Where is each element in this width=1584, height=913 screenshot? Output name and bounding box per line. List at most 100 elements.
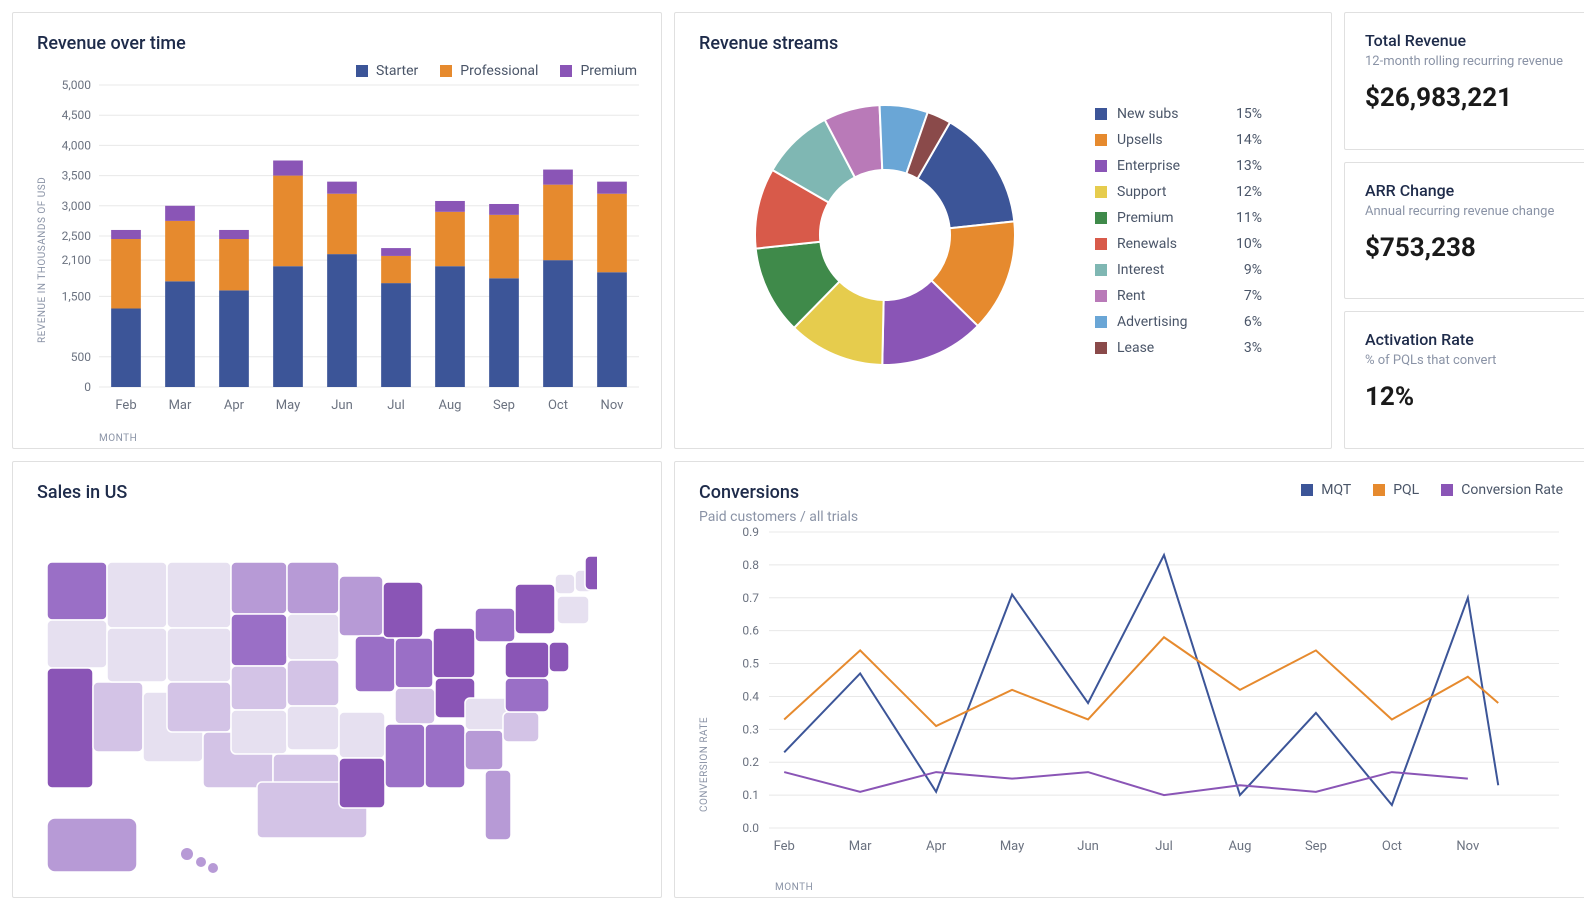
kpi-value: $26,983,221: [1365, 83, 1567, 113]
card-revenue-over-time: Revenue over time StarterProfessionalPre…: [12, 12, 662, 449]
svg-text:Nov: Nov: [601, 398, 625, 413]
legend-item: PQL: [1373, 482, 1419, 498]
svg-text:4,500: 4,500: [62, 108, 92, 122]
legend-row: Enterprise 13%: [1095, 153, 1262, 179]
legend-item: Conversion Rate: [1441, 482, 1563, 498]
svg-text:0.7: 0.7: [742, 591, 759, 605]
svg-text:Mar: Mar: [169, 398, 192, 413]
swatch-icon: [1301, 484, 1313, 496]
svg-text:Apr: Apr: [224, 398, 245, 413]
legend-row: Upsells14%: [1095, 127, 1262, 153]
svg-text:Jun: Jun: [331, 398, 353, 413]
legend-row: New subs 15%: [1095, 101, 1262, 127]
legend-label: Support: [1117, 184, 1212, 200]
svg-text:Jul: Jul: [1155, 839, 1173, 854]
swatch-icon: [1095, 212, 1107, 224]
legend: MQT PQL Conversion Rate: [1301, 482, 1563, 498]
line-chart: 0.00.10.20.30.40.50.60.70.80.9FebMarAprM…: [709, 526, 1569, 876]
svg-text:Oct: Oct: [1382, 839, 1402, 854]
legend-pct: 7%: [1222, 288, 1262, 304]
svg-text:Nov: Nov: [1456, 839, 1480, 854]
card-subtitle: Paid customers / all trials: [699, 509, 1563, 525]
bar-chart: 05001,5002,1002,5003,0003,5004,0004,5005…: [47, 75, 649, 435]
x-axis-label: MONTH: [775, 882, 813, 893]
kpi-column: Total Revenue 12-month rolling recurring…: [1344, 12, 1584, 449]
svg-text:0.3: 0.3: [742, 722, 759, 736]
svg-text:Feb: Feb: [774, 839, 795, 854]
svg-text:Feb: Feb: [115, 398, 136, 413]
svg-text:2,500: 2,500: [62, 229, 92, 243]
swatch-icon: [1095, 342, 1107, 354]
svg-text:Mar: Mar: [849, 839, 872, 854]
swatch-icon: [1095, 186, 1107, 198]
swatch-icon: [1095, 238, 1107, 250]
legend-row: Renewals 10%: [1095, 231, 1262, 257]
svg-text:3,000: 3,000: [62, 199, 92, 213]
svg-text:0.6: 0.6: [742, 624, 759, 638]
swatch-icon: [1095, 316, 1107, 328]
card-revenue-streams: Revenue streams New subs15%Upsells14%Ent…: [674, 12, 1332, 449]
svg-text:Sep: Sep: [493, 398, 515, 413]
svg-text:4,000: 4,000: [62, 138, 92, 152]
swatch-icon: [1441, 484, 1453, 496]
svg-text:0.0: 0.0: [742, 821, 759, 835]
svg-text:Jul: Jul: [387, 398, 405, 413]
legend-row: Premium 11%: [1095, 205, 1262, 231]
kpi-sub: Annual recurring revenue change: [1365, 204, 1567, 219]
svg-text:5,000: 5,000: [62, 78, 92, 92]
card-title: Sales in US: [37, 482, 637, 503]
legend-label: MQT: [1321, 482, 1351, 498]
svg-text:Jun: Jun: [1077, 839, 1099, 854]
svg-text:0.9: 0.9: [742, 526, 759, 539]
swatch-icon: [1095, 290, 1107, 302]
legend-label: PQL: [1393, 482, 1419, 498]
kpi-sub: % of PQLs that convert: [1365, 353, 1567, 368]
legend-label: Conversion Rate: [1461, 482, 1563, 498]
svg-text:Aug: Aug: [1229, 839, 1252, 854]
kpi-title: Activation Rate: [1365, 330, 1567, 349]
legend-label: Enterprise: [1117, 158, 1212, 174]
svg-text:0.4: 0.4: [742, 689, 759, 703]
legend-pct: 6%: [1222, 314, 1262, 330]
card-title: Revenue streams: [699, 33, 1307, 54]
card-title: Revenue over time: [37, 33, 637, 54]
svg-text:Aug: Aug: [439, 398, 462, 413]
legend-item: MQT: [1301, 482, 1351, 498]
legend-label: Premium: [1117, 210, 1212, 226]
legend-pct: 13%: [1222, 158, 1262, 174]
legend-row: Support 12%: [1095, 179, 1262, 205]
kpi-activation-rate: Activation Rate % of PQLs that convert 1…: [1344, 311, 1584, 449]
legend-pct: 11%: [1222, 210, 1262, 226]
legend-pct: 3%: [1222, 340, 1262, 356]
svg-text:Sep: Sep: [1305, 839, 1327, 854]
svg-text:2,100: 2,100: [62, 253, 92, 267]
legend-pct: 10%: [1222, 236, 1262, 252]
swatch-icon: [1095, 160, 1107, 172]
legend-row: Interest9%: [1095, 257, 1262, 283]
legend-label: New subs: [1117, 106, 1212, 122]
svg-text:Apr: Apr: [926, 839, 947, 854]
kpi-value: $753,238: [1365, 233, 1567, 263]
donut-legend: New subs 15% Upsells14% Enterprise 13% Suppor…: [1095, 101, 1262, 361]
kpi-arr-change: ARR Change Annual recurring revenue chan…: [1344, 162, 1584, 300]
legend-pct: 12%: [1222, 184, 1262, 200]
legend-pct: 9%: [1222, 262, 1262, 278]
svg-text:3,500: 3,500: [62, 169, 92, 183]
legend-pct: 15%: [1222, 106, 1262, 122]
svg-text:500: 500: [71, 350, 91, 364]
svg-text:0.1: 0.1: [742, 788, 759, 802]
legend-row: Advertising 6%: [1095, 309, 1262, 335]
legend-label: Advertising: [1117, 314, 1212, 330]
kpi-total-revenue: Total Revenue 12-month rolling recurring…: [1344, 12, 1584, 150]
legend-pct: 14%: [1222, 132, 1262, 148]
us-choropleth: [37, 542, 597, 882]
legend-label: Renewals: [1117, 236, 1212, 252]
kpi-title: ARR Change: [1365, 181, 1567, 200]
kpi-sub: 12-month rolling recurring revenue: [1365, 54, 1567, 69]
donut-chart: [735, 85, 1035, 385]
legend-label: Rent: [1117, 288, 1212, 304]
svg-text:1,500: 1,500: [62, 289, 92, 303]
svg-text:0.8: 0.8: [742, 558, 759, 572]
swatch-icon: [1373, 484, 1385, 496]
svg-text:May: May: [1000, 839, 1024, 854]
